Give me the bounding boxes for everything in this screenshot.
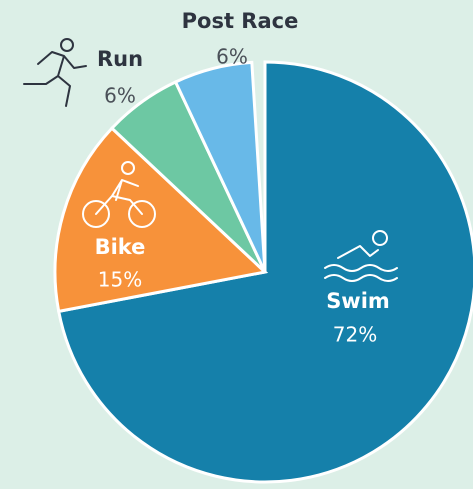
run-icon <box>23 38 87 107</box>
pie-slice <box>173 60 267 273</box>
slice-value-label: 6% <box>216 45 248 69</box>
pie-slice <box>53 126 269 314</box>
slice-value-label: 72% <box>333 323 377 347</box>
slice-value-label: 15% <box>98 268 142 292</box>
slice-name: Run <box>97 47 143 71</box>
slice-value-label: 6% <box>104 84 136 108</box>
slice-name: Swim <box>326 289 390 313</box>
slice-name: Bike <box>95 235 146 259</box>
swim-icon <box>324 230 398 282</box>
bike-icon <box>82 161 156 228</box>
slice-name: Post Race <box>182 9 299 33</box>
